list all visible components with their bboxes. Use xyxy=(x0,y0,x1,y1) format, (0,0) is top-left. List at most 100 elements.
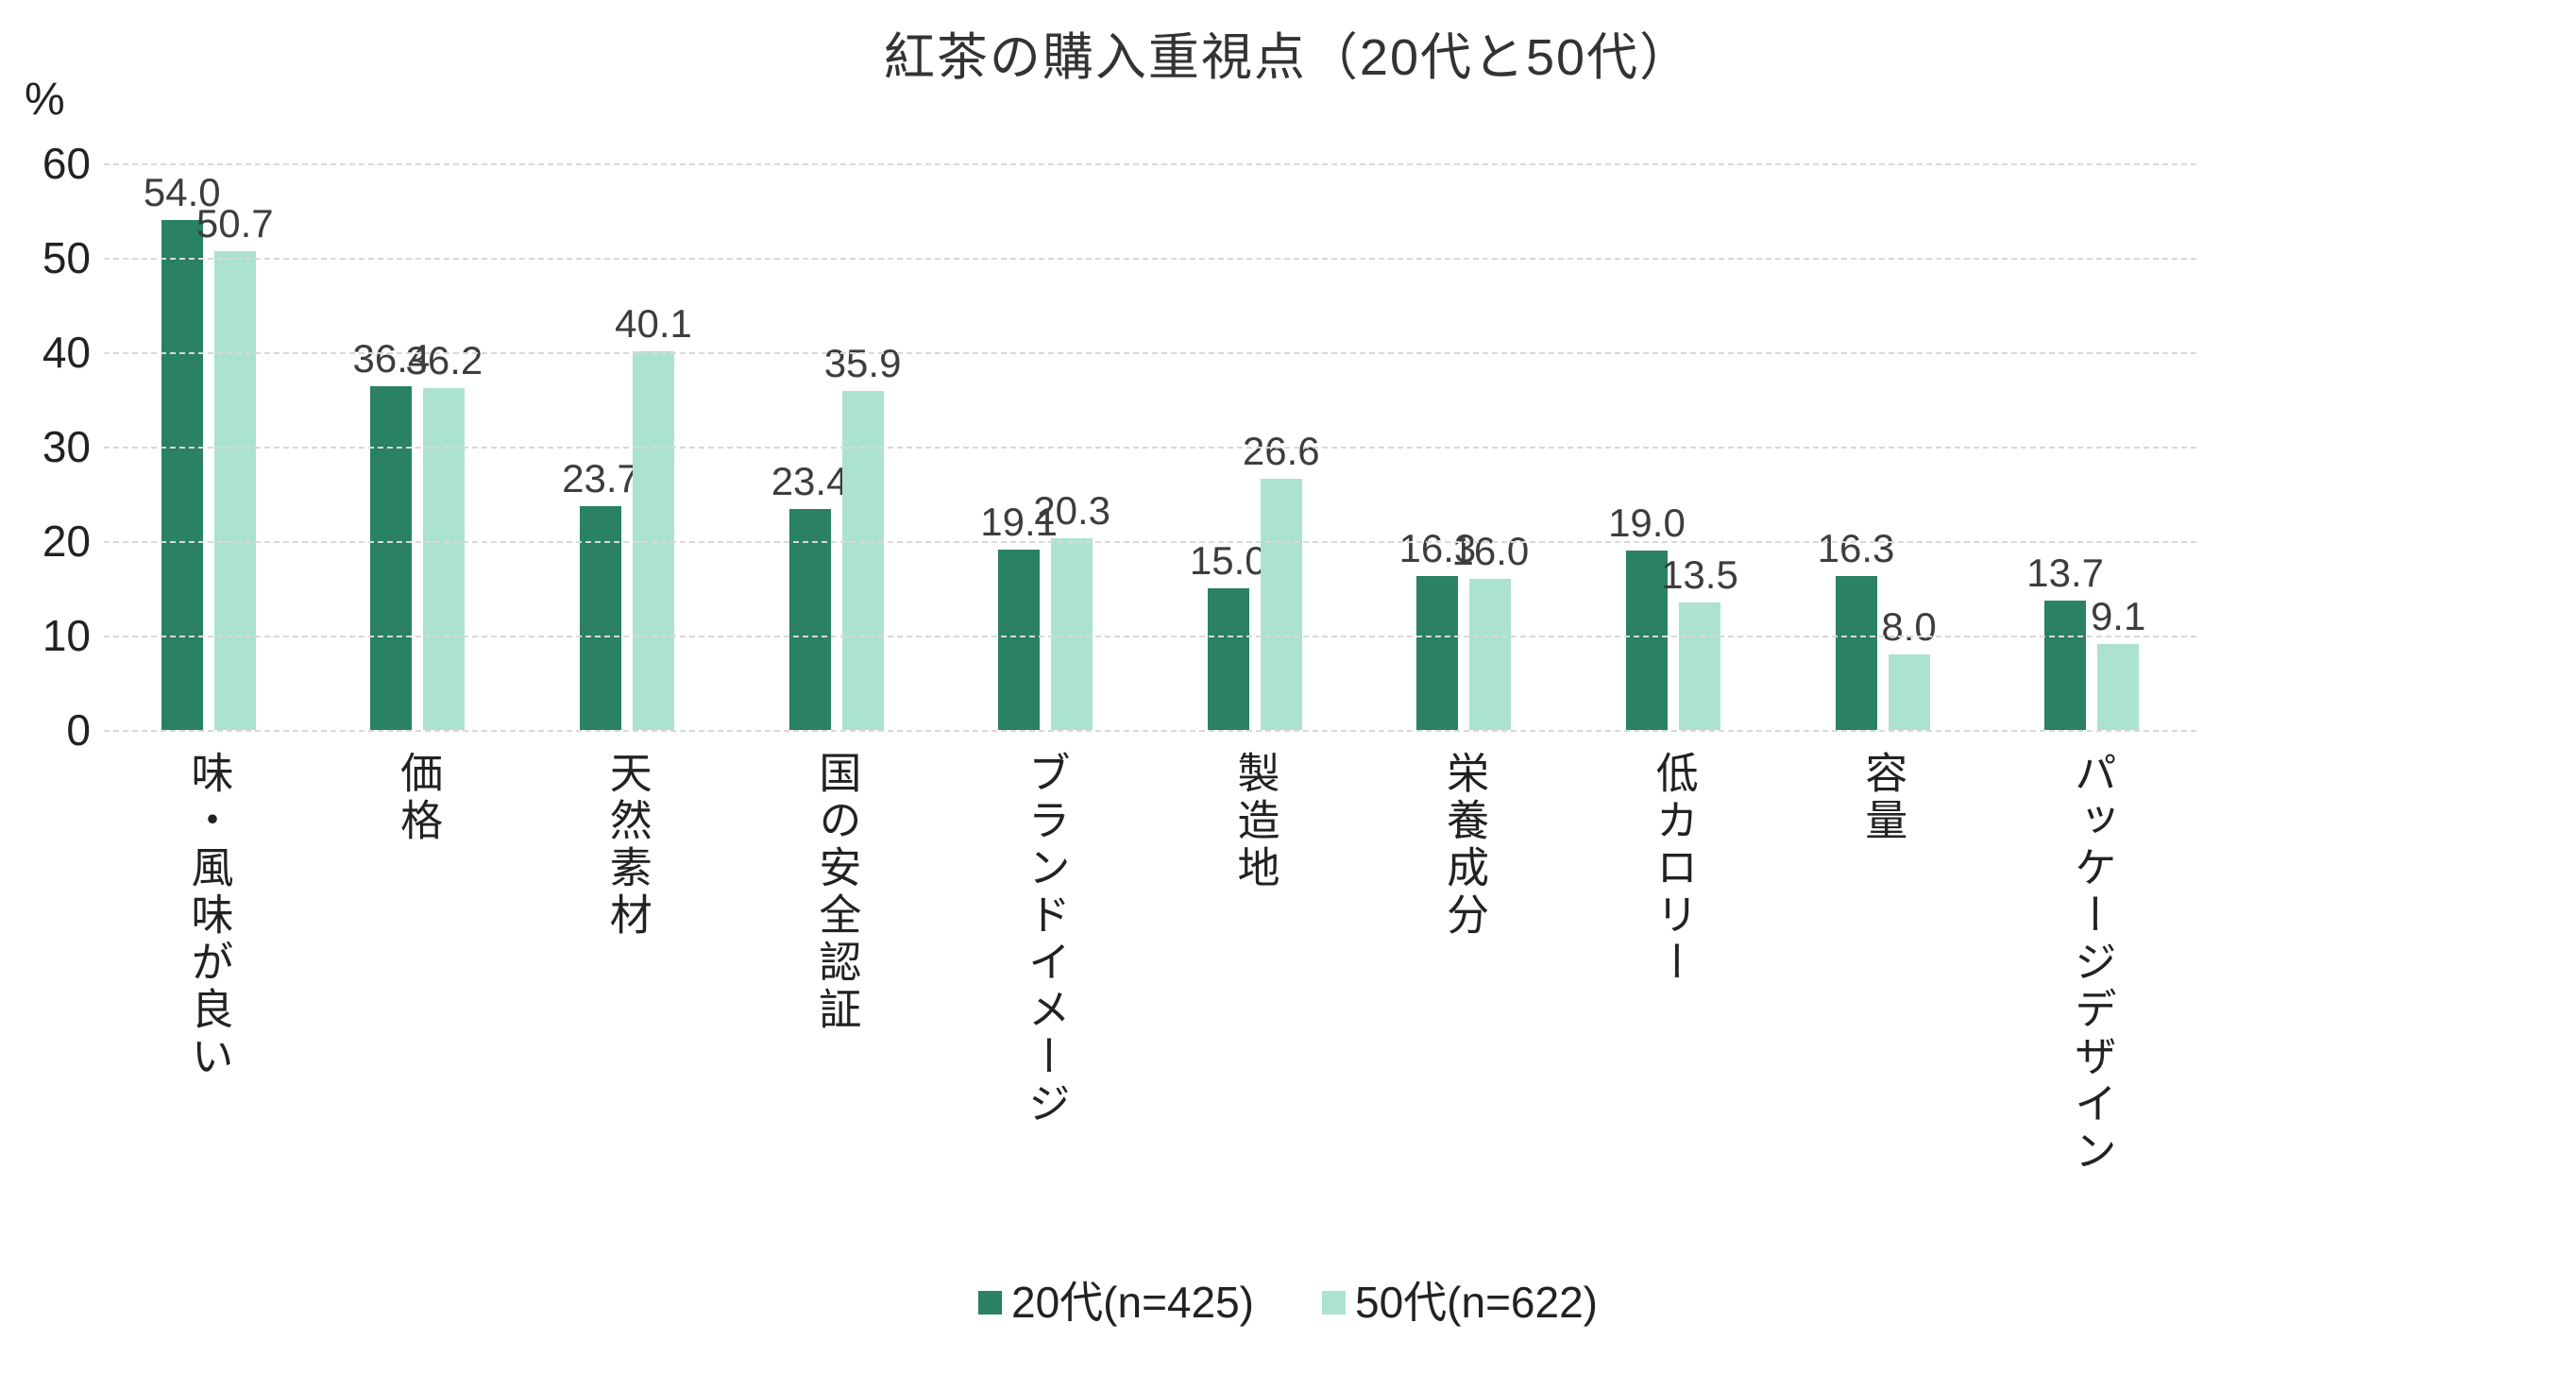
bar-unit: 23.7 xyxy=(562,459,639,730)
y-axis-tick-label: 30 xyxy=(42,422,91,471)
legend-item: 50代(n=622) xyxy=(1322,1281,1598,1324)
bar-group: 23.7 40.1 xyxy=(522,163,732,730)
category-cell: 製造地 xyxy=(1150,751,1360,1176)
bar-value-label: 19.0 xyxy=(1608,500,1686,545)
gridline xyxy=(104,541,2196,543)
category-label: 国の安全認証 xyxy=(812,751,861,1034)
bar-unit: 16.0 xyxy=(1451,532,1529,730)
bar-value-label: 13.7 xyxy=(2026,551,2105,595)
bar-unit: 15.0 xyxy=(1190,541,1267,730)
y-axis-tick-label: 60 xyxy=(42,139,91,188)
bar-20s xyxy=(1207,588,1249,730)
bar-unit: 36.4 xyxy=(353,339,430,730)
x-axis-category-labels: 味・風味が良い 価格 天然素材 国の安全認証 ブランドイメージ 製造地 栄養成分 低カロリー 容… xyxy=(104,751,2196,1176)
y-axis-tick-label: 50 xyxy=(42,233,91,282)
category-label: 低カロリー xyxy=(1649,751,1698,987)
legend-label: 20代(n=425) xyxy=(1011,1278,1254,1327)
bar-value-label: 50.7 xyxy=(195,201,274,246)
gridline xyxy=(104,636,2196,637)
bar-value-label: 16.0 xyxy=(1451,529,1530,573)
category-cell: 味・風味が良い xyxy=(104,751,314,1176)
gridline xyxy=(104,730,2196,732)
bar-unit: 26.6 xyxy=(1243,432,1320,730)
bar-50s xyxy=(1260,479,1302,730)
legend: 20代(n=425) 50代(n=622) xyxy=(0,1281,2576,1324)
plot-area: 54.0 50.7 36.4 36.2 23.7 40.1 23.4 35.9 19.1 20.3… xyxy=(104,163,2196,732)
bar-20s xyxy=(998,550,1041,730)
bar-20s xyxy=(1625,551,1668,730)
bar-value-label: 26.6 xyxy=(1242,429,1320,473)
bar-value-label: 23.4 xyxy=(771,459,849,503)
bar-unit: 13.7 xyxy=(2026,553,2104,730)
bar-50s xyxy=(2097,644,2140,730)
bar-unit: 9.1 xyxy=(2091,597,2145,730)
bar-unit: 23.4 xyxy=(771,462,848,730)
bar-value-label: 8.0 xyxy=(1881,604,1937,649)
y-axis-unit-label: % xyxy=(25,75,65,125)
y-axis-tick-label: 40 xyxy=(42,328,91,377)
bar-20s xyxy=(1416,576,1459,730)
legend-item: 20代(n=425) xyxy=(978,1281,1254,1324)
bar-group: 16.3 8.0 xyxy=(1778,163,1988,730)
bar-value-label: 40.1 xyxy=(615,301,692,346)
category-cell: 天然素材 xyxy=(522,751,732,1176)
gridline xyxy=(104,352,2196,354)
bar-value-label: 15.0 xyxy=(1189,538,1267,583)
chart-title: 紅茶の購入重視点（20代と50代） xyxy=(883,29,1693,86)
category-cell: 国の安全認証 xyxy=(732,751,941,1176)
bar-value-label: 36.2 xyxy=(405,338,483,382)
category-label: 天然素材 xyxy=(602,751,652,940)
bar-group: 19.0 13.5 xyxy=(1568,163,1778,730)
bar-unit: 19.1 xyxy=(980,502,1058,730)
bar-groups: 54.0 50.7 36.4 36.2 23.7 40.1 23.4 35.9 19.1 20.3… xyxy=(104,163,2196,730)
category-label: 容量 xyxy=(1858,751,1907,845)
category-cell: 栄養成分 xyxy=(1360,751,1569,1176)
bar-20s xyxy=(579,506,621,730)
category-label: 味・風味が良い xyxy=(184,751,233,1081)
bar-unit: 20.3 xyxy=(1033,491,1110,730)
bar-50s xyxy=(841,391,884,730)
bar-value-label: 19.1 xyxy=(980,500,1059,544)
bar-50s xyxy=(213,251,256,730)
bar-50s xyxy=(1469,579,1512,730)
bar-20s xyxy=(2044,601,2087,730)
bar-group: 54.0 50.7 xyxy=(104,163,314,730)
gridline xyxy=(104,163,2196,165)
bar-unit: 40.1 xyxy=(615,304,692,730)
gridline xyxy=(104,258,2196,260)
bar-unit: 19.0 xyxy=(1608,503,1686,730)
bar-unit: 35.9 xyxy=(824,344,901,730)
category-cell: 低カロリー xyxy=(1568,751,1778,1176)
bar-value-label: 16.3 xyxy=(1817,526,1895,570)
gridline xyxy=(104,447,2196,449)
y-axis-tick-label: 0 xyxy=(66,705,91,755)
bar-value-label: 36.4 xyxy=(352,336,431,381)
y-axis-tick-label: 10 xyxy=(42,611,91,660)
category-cell: 価格 xyxy=(314,751,523,1176)
legend-color-swatch xyxy=(978,1290,1002,1315)
bar-50s xyxy=(1888,654,1930,730)
legend-color-swatch xyxy=(1322,1290,1346,1315)
category-label: 栄養成分 xyxy=(1440,751,1489,940)
bar-50s xyxy=(1678,602,1720,730)
bar-unit: 16.3 xyxy=(1818,529,1894,730)
bar-unit: 13.5 xyxy=(1661,555,1738,730)
bar-50s xyxy=(1051,538,1093,730)
bar-20s xyxy=(370,386,413,730)
bar-group: 19.1 20.3 xyxy=(941,163,1150,730)
bar-unit: 50.7 xyxy=(196,204,274,730)
bar-50s xyxy=(423,388,466,730)
bar-unit: 8.0 xyxy=(1881,607,1937,730)
bar-unit: 16.3 xyxy=(1398,529,1476,730)
category-cell: パッケージデザイン xyxy=(1987,751,2196,1176)
bar-unit: 54.0 xyxy=(144,173,221,730)
bar-unit: 36.2 xyxy=(406,341,483,730)
bar-value-label: 20.3 xyxy=(1033,488,1111,533)
y-axis-tick-label: 20 xyxy=(42,517,91,566)
bar-group: 36.4 36.2 xyxy=(314,163,523,730)
bar-20s xyxy=(161,220,203,730)
bar-50s xyxy=(632,351,674,730)
legend-label: 50代(n=622) xyxy=(1355,1278,1598,1327)
category-cell: ブランドイメージ xyxy=(941,751,1150,1176)
